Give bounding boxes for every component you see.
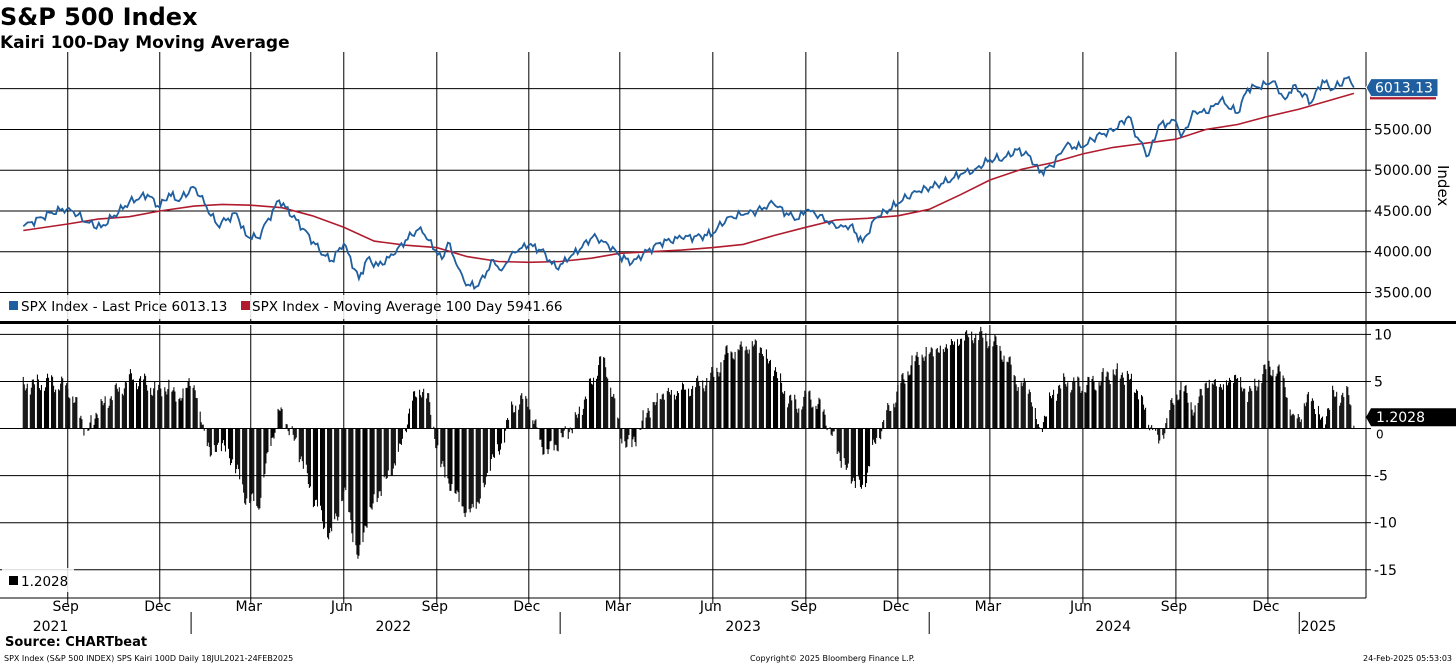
y-tick-label: 5500.00 [1374,122,1432,138]
y-tick-label: 10 [1374,327,1392,343]
price-value-tag-label: 6013.13 [1375,81,1433,97]
y-tick-label: 5 [1374,374,1383,390]
x-tick-label: Dec [882,599,909,615]
x-year-label: 2024 [1095,619,1131,635]
copyright-note: Copyright© 2025 Bloomberg Finance L.P. [750,654,915,663]
y-axis-label: Index [1434,165,1452,206]
x-year-label: 2023 [725,619,761,635]
price-line [22,75,1355,291]
page-title: S&P 500 Index [0,3,198,31]
x-tick-label: Dec [513,599,540,615]
x-tick-label: Sep [791,599,818,615]
y-tick-label: 5000.00 [1374,163,1432,179]
x-year-label: 2021 [33,619,69,635]
timestamp-note: 24-Feb-2025 05:53:03 [1363,654,1452,663]
x-tick-label: Sep [422,599,449,615]
kairi-value-tag [1366,408,1456,427]
y-tick-label: 4500.00 [1374,204,1432,220]
kairi-chart-gridlines [0,325,1366,598]
legend-swatch-price [9,301,18,310]
legend-label-moving-average: SPX Index - Moving Average 100 Day 5941.… [252,299,563,315]
source-note: Source: CHARTbeat [5,635,148,650]
price-value-tag [1365,78,1439,98]
x-year-label: 2025 [1301,619,1337,635]
x-tick-label: Mar [605,599,632,615]
y-tick-label: -10 [1374,516,1397,532]
axis-labels: 3500.00 4000.00 4500.00 5000.00 5500.00 Index… [33,122,1452,635]
kairi-legend: 1.2028 [2,568,74,592]
x-tick-label: Jun [699,599,722,615]
y-tick-label: 4000.00 [1374,245,1432,261]
last-value-labels: 6013.13 1.2028 [1365,78,1456,427]
legend-label-kairi: 1.2028 [21,574,68,590]
x-tick-label: Mar [975,599,1002,615]
y-tick-label: -15 [1374,563,1397,579]
y-tick-label: 0 [1376,428,1384,442]
page-subtitle: Kairi 100-Day Moving Average [0,33,290,53]
x-tick-label: Dec [144,599,171,615]
x-tick-label: Sep [1161,599,1188,615]
x-tick-label: Dec [1252,599,1279,615]
legend-swatch-moving-average [241,301,250,310]
price-legend: SPX Index - Last Price 6013.13 SPX Index … [2,295,563,319]
y-tick-label: 3500.00 [1374,285,1432,301]
price-chart-gridlines [0,52,1366,321]
x-tick-label: Jun [330,599,353,615]
kairi-histogram [22,326,1355,559]
legend-label-price: SPX Index - Last Price 6013.13 [21,299,227,315]
kairi-value-tag-label: 1.2028 [1376,410,1425,426]
series-description: SPX Index (S&P 500 INDEX) SPS Kairi 100D… [4,654,294,663]
x-tick-label: Mar [236,599,263,615]
moving-average-line [23,92,1355,264]
x-year-label: 2022 [375,619,411,635]
x-tick-label: Sep [53,599,80,615]
chart-axes [0,52,1456,634]
x-tick-label: Jun [1069,599,1092,615]
legend-swatch-kairi [9,576,18,585]
y-tick-label: -5 [1374,469,1388,485]
legend-background [2,295,558,319]
